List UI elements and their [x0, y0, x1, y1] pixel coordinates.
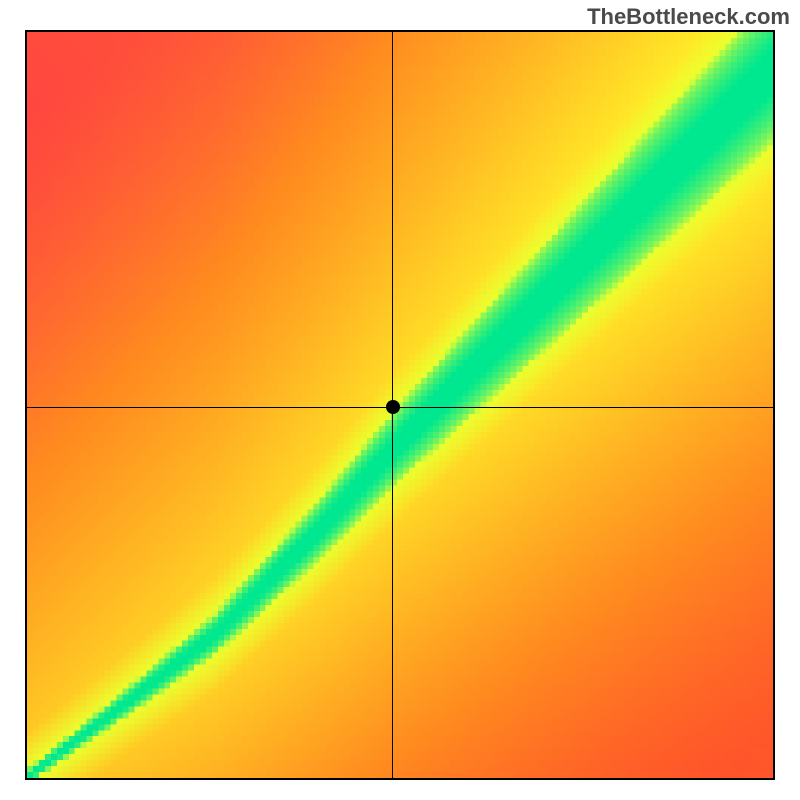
heatmap-plot	[27, 32, 773, 778]
watermark-text: TheBottleneck.com	[587, 4, 790, 30]
crosshair-horizontal	[27, 407, 773, 408]
heatmap-canvas	[27, 32, 773, 778]
marker-dot	[386, 400, 400, 414]
